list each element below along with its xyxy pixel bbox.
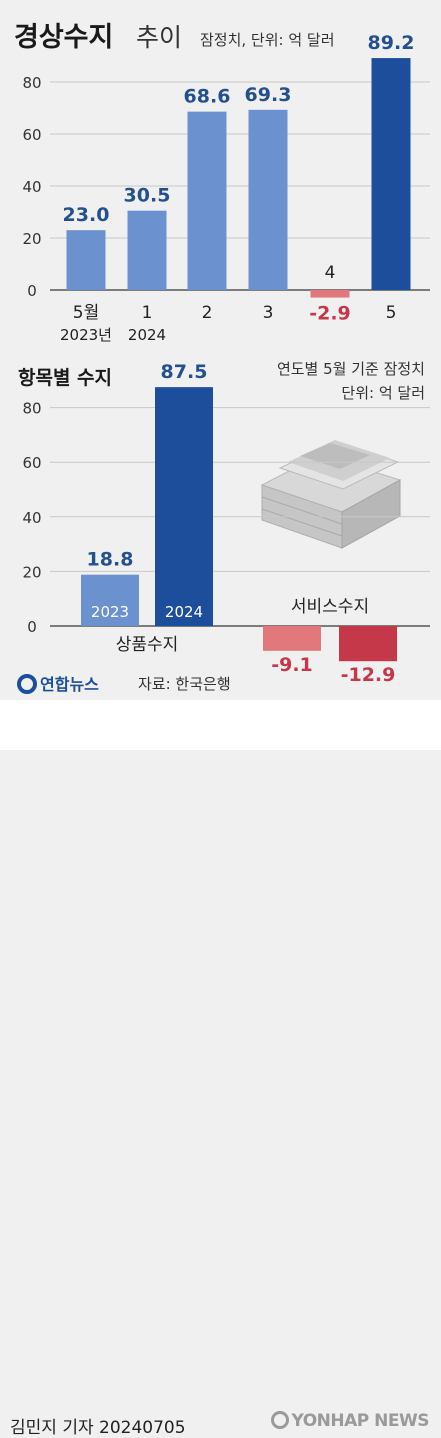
footer: 김민지 기자 20240705 YONHAP NEWS (0, 700, 441, 1438)
chart1-value-label: 89.2 (368, 32, 415, 54)
chart2-value-label: 87.5 (161, 361, 208, 383)
chart2-bar (155, 387, 213, 626)
chart2-ytick-label: 60 (22, 454, 41, 472)
chart2-value-label: -9.1 (271, 654, 313, 676)
chart2-ytick-label: 20 (22, 563, 41, 581)
chart1-ytick-label: 40 (22, 178, 41, 196)
chart1-value-label: 23.0 (63, 204, 110, 226)
yonhap-globe-icon (270, 1411, 289, 1429)
yonhap-news-watermark: YONHAP NEWS (270, 1411, 430, 1431)
chart1-bar (66, 230, 106, 290)
chart1-ytick-label: 20 (22, 230, 41, 248)
chart1-category-sublabel: 2023년 (60, 326, 112, 344)
chart1-bar (248, 109, 288, 290)
chart-canvas: 경상수지 추이 잠정치, 단위: 억 달러 02040608023.05월202… (14, 22, 430, 694)
chart2-bar (81, 574, 139, 626)
chart1-ytick-label: 60 (22, 126, 41, 144)
chart1-category-label: 4 (325, 263, 336, 283)
yonhap-logo: 연합뉴스 (17, 674, 99, 694)
chart1-ytick-label: 0 (27, 282, 37, 300)
chart1-category-label: 5 (386, 303, 397, 323)
chart1-category-label: 2 (202, 303, 213, 323)
publish-date: 20240705 (99, 1418, 186, 1438)
chart1-category-sublabel: 2024 (128, 326, 166, 344)
chart2-bar (263, 626, 321, 651)
chart2-ytick-label: 40 (22, 509, 41, 527)
infographic: 경상수지 추이 잠정치, 단위: 억 달러 0 20 40 60 80 23.0 5월 202… (0, 22, 441, 1438)
chart1-value-label: 69.3 (245, 84, 292, 106)
chart1-unit-note: 잠정치, 단위: 억 달러 (200, 31, 335, 49)
yonhap-logo-text: 연합뉴스 (40, 675, 99, 694)
chart2-group-label: 서비스수지 (291, 597, 369, 617)
chart1-value-label: 30.5 (124, 185, 171, 207)
chart1-category-label: 3 (263, 303, 274, 323)
chart2-value-label: -12.9 (341, 664, 396, 686)
chart1-current-account: 0 20 40 60 80 23.0 5월 2023년 30.5 1 2024 68.6 2 69.3 3 -… (22, 32, 430, 344)
chart1-bar (187, 111, 227, 290)
chart2-ytick-label: 0 (27, 618, 37, 636)
chart1-category-label: 1 (142, 303, 153, 323)
chart1-bar (371, 58, 411, 290)
yonhap-news-text: YONHAP NEWS (291, 1411, 430, 1431)
chart1-value-label: 68.6 (184, 86, 231, 108)
chart2-note-line1: 연도별 5월 기준 잠정치 (277, 360, 425, 378)
chart2-ytick-label: 80 (22, 400, 41, 418)
chart2-by-item: 0 20 40 60 80 18.8 2023 87.5 2024 -9.1 -12.9 상품수지 서비… (22, 361, 430, 686)
chart1-category-label: 5월 (73, 303, 99, 323)
chart1-ytick-label: 80 (22, 74, 41, 92)
chart2-value-label: 18.8 (87, 549, 134, 571)
chart1-value-label: -2.9 (309, 303, 351, 325)
chart2-group-label: 상품수지 (116, 635, 179, 655)
chart2-title: 항목별 수지 (18, 367, 112, 389)
chart2-series-label: 2024 (165, 603, 203, 621)
chart2-bar (339, 626, 397, 662)
chart2-note-line2: 단위: 억 달러 (341, 384, 425, 402)
data-source: 자료: 한국은행 (138, 675, 231, 693)
chart1-bar (127, 210, 167, 290)
chart2-series-label: 2023 (91, 603, 129, 621)
chart1-title-light: 추이 (136, 23, 182, 52)
reporter-byline: 김민지 기자 20240705 (10, 1413, 186, 1438)
chart1-title: 경상수지 (14, 22, 113, 53)
yonhap-logo-icon (17, 674, 37, 694)
money-stack-illustration (260, 440, 402, 549)
reporter-name: 김민지 기자 (10, 1418, 94, 1438)
chart1-bar (310, 290, 350, 298)
